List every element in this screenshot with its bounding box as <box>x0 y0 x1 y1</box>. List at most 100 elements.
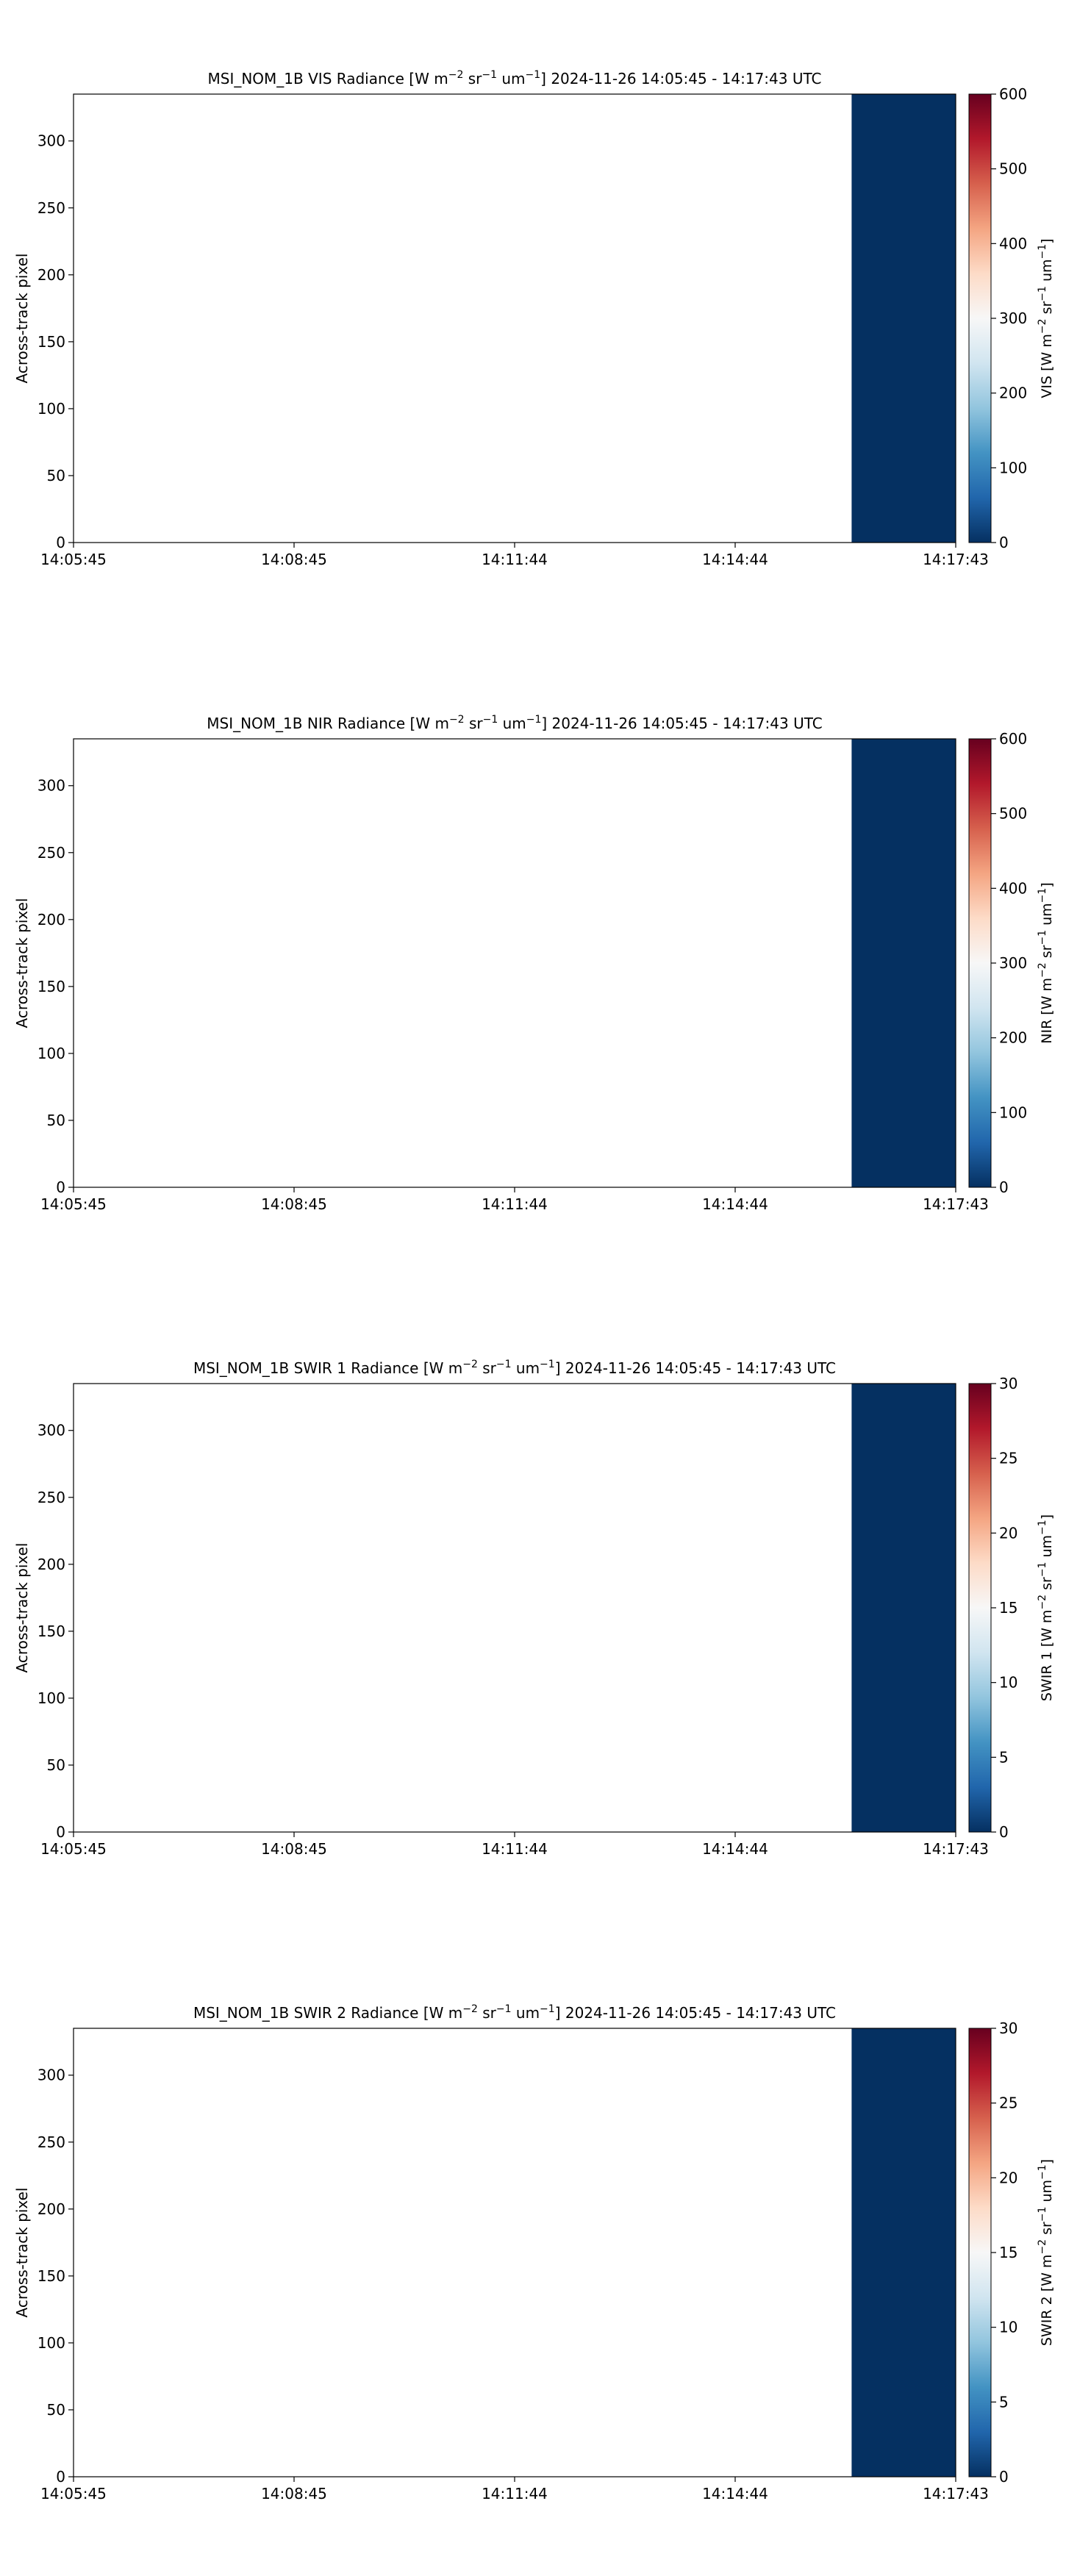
text-part-exp3: −1 <box>1037 888 1048 904</box>
colorbar-tick-label: 10 <box>999 2319 1017 2336</box>
text-part-exp3: −1 <box>1037 244 1048 260</box>
colorbar-tick-label: 15 <box>999 1599 1017 1617</box>
text-part-prefix: MSI_NOM_1B NIR Radiance [W m <box>207 715 449 732</box>
y-tick-label: 100 <box>37 1689 65 1707</box>
text-part-suffix: ] <box>1039 2159 1055 2164</box>
y-tick-label: 250 <box>37 199 65 217</box>
y-tick-label: 300 <box>37 132 65 150</box>
x-tick-label: 14:14:44 <box>702 1840 768 1858</box>
data-region <box>851 1384 956 1832</box>
text-part-exp2: −1 <box>1037 286 1048 301</box>
text-part-exp2: −1 <box>496 1359 512 1370</box>
y-tick-label: 0 <box>56 1178 65 1196</box>
y-axis-label: Across-track pixel <box>13 2188 31 2318</box>
x-tick-label: 14:14:44 <box>702 551 768 568</box>
colorbar-tick-label: 10 <box>999 1674 1017 1692</box>
colorbar <box>969 739 991 1187</box>
colorbar-tick-label: 600 <box>999 85 1027 103</box>
text-part-exp1: −2 <box>1037 318 1048 334</box>
y-tick-label: 50 <box>47 1112 65 1129</box>
x-tick-label: 14:17:43 <box>923 1840 989 1858</box>
colorbar-label: NIR [W m−2 sr−1 um−1] <box>1037 882 1055 1044</box>
y-tick-label: 300 <box>37 1422 65 1439</box>
text-part-exp3: −1 <box>1037 2164 1048 2180</box>
x-tick-label: 14:11:44 <box>482 1195 548 1213</box>
text-part-exp1: −2 <box>1037 962 1048 978</box>
y-tick-label: 300 <box>37 2067 65 2084</box>
colorbar <box>969 94 991 543</box>
colorbar-tick-label: 500 <box>999 805 1027 823</box>
text-part-mid2: um <box>1039 259 1055 286</box>
colorbar <box>969 1384 991 1832</box>
text-part-suffix: ] 2024-11-26 14:05:45 - 14:17:43 UTC <box>555 1359 836 1377</box>
text-part-mid1: sr <box>1039 301 1055 319</box>
text-part-mid2: um <box>512 1359 540 1377</box>
panel-2: MSI_NOM_1B NIR Radiance [W m−2 sr−1 um−1… <box>13 714 1055 1213</box>
x-tick-label: 14:05:45 <box>40 1840 107 1858</box>
y-tick-label: 0 <box>56 2468 65 2486</box>
text-part-exp2: −1 <box>496 2003 512 2015</box>
text-part-exp1: −2 <box>1037 1595 1048 1610</box>
text-part-exp2: −1 <box>482 69 497 81</box>
text-part-prefix: SWIR 2 [W m <box>1039 2255 1055 2347</box>
text-part-exp1: −2 <box>462 2003 478 2015</box>
colorbar-tick-label: 20 <box>999 2169 1017 2186</box>
y-axis-label: Across-track pixel <box>13 898 31 1028</box>
y-tick-label: 50 <box>47 2401 65 2419</box>
colorbar-tick-label: 200 <box>999 1029 1027 1047</box>
y-tick-label: 250 <box>37 2133 65 2151</box>
y-tick-label: 250 <box>37 844 65 862</box>
text-part-exp1: −2 <box>449 714 465 726</box>
text-part-prefix: NIR [W m <box>1039 978 1055 1044</box>
text-part-prefix: VIS [W m <box>1039 334 1055 398</box>
colorbar-tick-label: 0 <box>999 1823 1009 1841</box>
text-part-mid1: sr <box>463 70 482 87</box>
text-part-prefix: MSI_NOM_1B SWIR 2 Radiance [W m <box>193 2004 462 2022</box>
colorbar-tick-label: 400 <box>999 235 1027 252</box>
colorbar-tick-label: 25 <box>999 1450 1017 1467</box>
y-tick-label: 150 <box>37 1622 65 1640</box>
colorbar-tick-label: 300 <box>999 310 1027 327</box>
text-part-exp3: −1 <box>526 69 541 81</box>
x-tick-label: 14:17:43 <box>923 2485 989 2502</box>
text-part-suffix: ] <box>1039 1514 1055 1520</box>
text-part-exp1: −2 <box>448 69 464 81</box>
y-tick-label: 0 <box>56 1823 65 1841</box>
colorbar <box>969 2028 991 2477</box>
text-part-prefix: SWIR 1 [W m <box>1039 1610 1055 1702</box>
text-part-suffix: ] 2024-11-26 14:05:45 - 14:17:43 UTC <box>555 2004 836 2022</box>
text-part-suffix: ] <box>1039 238 1055 243</box>
y-tick-label: 150 <box>37 978 65 995</box>
colorbar-label: VIS [W m−2 sr−1 um−1] <box>1037 238 1055 398</box>
x-tick-label: 14:08:45 <box>261 1195 327 1213</box>
text-part-mid2: um <box>1039 1535 1055 1562</box>
colorbar-tick-label: 100 <box>999 459 1027 476</box>
text-part-exp2: −1 <box>1037 930 1048 945</box>
plot-area <box>74 2028 956 2477</box>
data-region <box>851 2028 956 2477</box>
text-part-mid2: um <box>1039 903 1055 930</box>
chart-title: MSI_NOM_1B SWIR 1 Radiance [W m−2 sr−1 u… <box>193 1359 836 1377</box>
text-part-suffix: ] 2024-11-26 14:05:45 - 14:17:43 UTC <box>540 70 821 87</box>
colorbar-tick-label: 30 <box>999 2019 1017 2037</box>
text-part-exp2: −1 <box>483 714 498 726</box>
plot-area <box>74 1384 956 1832</box>
text-part-suffix: ] <box>1039 882 1055 887</box>
colorbar-label: SWIR 2 [W m−2 sr−1 um−1] <box>1037 2159 1055 2346</box>
colorbar-tick-label: 15 <box>999 2244 1017 2261</box>
x-tick-label: 14:17:43 <box>923 1195 989 1213</box>
y-tick-label: 0 <box>56 534 65 551</box>
colorbar-tick-label: 300 <box>999 954 1027 972</box>
chart-title: MSI_NOM_1B NIR Radiance [W m−2 sr−1 um−1… <box>207 714 822 732</box>
y-tick-label: 150 <box>37 333 65 351</box>
text-part-exp3: −1 <box>1037 1520 1048 1535</box>
data-region <box>851 94 956 543</box>
text-part-mid2: um <box>498 715 526 732</box>
colorbar-tick-label: 0 <box>999 1178 1009 1196</box>
data-region <box>851 739 956 1187</box>
y-tick-label: 100 <box>37 2334 65 2352</box>
panel-3: MSI_NOM_1B SWIR 1 Radiance [W m−2 sr−1 u… <box>13 1359 1055 1858</box>
text-part-exp3: −1 <box>540 1359 555 1370</box>
y-tick-label: 200 <box>37 2200 65 2218</box>
